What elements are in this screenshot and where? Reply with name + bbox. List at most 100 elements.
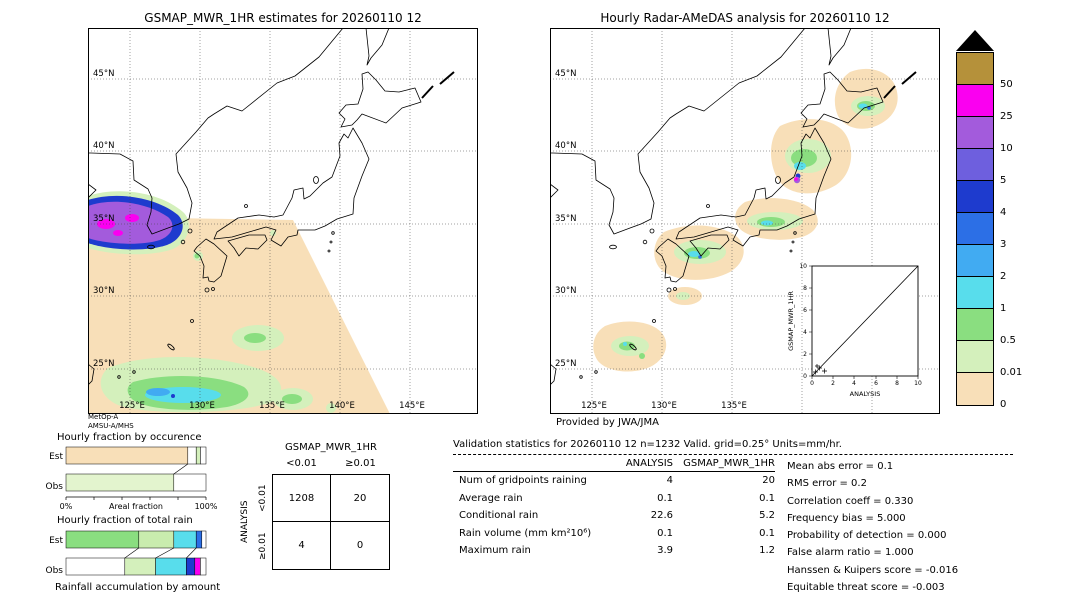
lon-label: 135°E: [721, 401, 747, 411]
validation-table: ANALYSIS GSMAP_MWR_1HR Num of gridpoints…: [453, 458, 775, 596]
colorbar-tick-label: 2: [1000, 271, 1007, 282]
inset-tick-labels: 0 2 4 6 8 10 0 2 4 6 8 10: [799, 263, 922, 387]
bar-segment: [173, 473, 207, 492]
bar-segment: [173, 530, 197, 549]
contingency-title: GSMAP_MWR_1HR: [285, 442, 377, 453]
bar-segment: [155, 557, 187, 576]
bar-segment: [201, 530, 207, 549]
validation-cell: 3.9: [657, 545, 673, 557]
total-rain-caption: Rainfall accumulation by amount: [55, 582, 221, 593]
row-label-obs: Obs: [46, 482, 64, 492]
rain-overlay: [88, 191, 336, 413]
svg-text:0: 0: [803, 373, 807, 380]
colorbar-tick-labels: 50 25 10 5 4 3 2 1 0.5 0.01 0: [1000, 52, 1044, 410]
validation-score-line: Mean abs error = 0.1: [787, 461, 894, 472]
lat-label: 45°N: [555, 69, 576, 79]
validation-row: Conditional rain 22.6 5.2: [453, 507, 775, 525]
row-label-obs: Obs: [46, 566, 64, 576]
contingency-row-label: ≥0.01: [258, 532, 268, 560]
category-connector: [186, 547, 197, 559]
validation-cell: 20: [762, 475, 775, 486]
lat-label: 35°N: [93, 214, 114, 224]
colorbar-tick-label: 3: [1000, 239, 1007, 250]
contingency-table: GSMAP_MWR_1HR <0.01 ≥0.01 ANALYSIS <0.01…: [238, 442, 408, 594]
total-rain-bar-chart: Est Obs: [46, 530, 207, 576]
svg-text:2: 2: [803, 351, 807, 358]
colorbar-tick-label: 0: [1000, 399, 1007, 410]
colorbar-tick-label: 10: [1000, 143, 1013, 154]
contingency-row-label: <0.01: [258, 484, 268, 512]
validation-table-header: ANALYSIS GSMAP_MWR_1HR: [453, 458, 775, 472]
contingency-cell: 4: [273, 522, 331, 569]
contingency-col-label: <0.01: [286, 458, 317, 469]
bar-segment: [65, 557, 126, 576]
lon-label: 135°E: [259, 401, 285, 411]
areal-fraction-axis: [65, 496, 207, 500]
bar-segment: [65, 473, 175, 492]
colorbar-block: [957, 117, 993, 149]
category-connector: [155, 547, 174, 559]
colorbar-tick-label: 0.5: [1000, 335, 1016, 346]
validation-cell: Conditional rain: [459, 510, 539, 522]
bar-segment: [195, 446, 201, 465]
svg-text:8: 8: [895, 380, 899, 387]
lat-label: 25°N: [93, 359, 114, 369]
colorbar-block: [957, 245, 993, 277]
bar-segment: [200, 557, 207, 576]
occurrence-bars: [65, 446, 207, 492]
column-header-analysis: ANALYSIS: [625, 458, 673, 469]
inset-xlabel: ANALYSIS: [850, 390, 881, 398]
bar-segment: [195, 530, 203, 549]
scatter-points: [813, 364, 827, 375]
validation-row: Maximum rain 3.9 1.2: [453, 542, 775, 560]
bar-segment: [187, 446, 197, 465]
validation-row: Average rain 0.1 0.1: [453, 490, 775, 508]
axis-max-label: 100%: [195, 502, 218, 510]
lon-label: 145°E: [399, 401, 425, 411]
bar-segment: [186, 557, 196, 576]
validation-score-line: Probability of detection = 0.000: [787, 530, 947, 542]
contingency-cell: 20: [331, 475, 389, 522]
lat-label: 45°N: [93, 69, 114, 79]
svg-text:4: 4: [803, 329, 807, 336]
colorbar-tick-label: 4: [1000, 207, 1007, 218]
validation-scores: Mean abs error = 0.1 RMS error = 0.2 Corre…: [787, 458, 1013, 596]
colorbar-block: [957, 181, 993, 213]
gsmap-estimate-map: 45°N 40°N 35°N 30°N 25°N 125°E 130°E 135…: [88, 28, 478, 414]
validation-cell: 22.6: [650, 510, 673, 522]
validation-panel: Validation statistics for 20260110 12 n=…: [453, 439, 1013, 596]
lon-label: 125°E: [119, 401, 145, 411]
colorbar-tick-label: 1: [1000, 303, 1007, 314]
validation-cell: Rain volume (mm km²10⁶): [459, 527, 592, 539]
contingency-cell: 1208: [273, 475, 331, 522]
sensor-label: MetOp-A AMSU-A/MHS: [88, 413, 134, 431]
lat-label: 30°N: [93, 286, 114, 296]
inset-scatter: 0 2 4 6 8 10 0 2 4 6 8 10 GSMAP_MWR_1HR …: [787, 263, 922, 398]
svg-text:6: 6: [874, 380, 878, 387]
lat-label: 25°N: [555, 359, 576, 369]
svg-text:10: 10: [799, 263, 807, 270]
validation-score-line: Correlation coeff = 0.330: [787, 495, 914, 507]
validation-cell: Average rain: [459, 492, 523, 504]
validation-cell: Num of gridpoints raining: [459, 475, 587, 486]
lon-label: 130°E: [189, 401, 215, 411]
svg-text:10: 10: [914, 380, 922, 387]
validation-score-line: Hanssen & Kuipers score = -0.016: [787, 564, 959, 576]
occurrence-bar-chart: Est Obs 0% Areal fraction 100%: [46, 446, 218, 510]
colorbar-block: [957, 85, 993, 117]
svg-text:0: 0: [810, 380, 814, 387]
right-map-title: Hourly Radar-AMeDAS analysis for 2026011…: [600, 11, 890, 25]
axis-title: Areal fraction: [109, 502, 163, 510]
validation-cell: 4: [666, 475, 673, 486]
axis-min-label: 0%: [60, 502, 73, 510]
validation-cell: Maximum rain: [459, 545, 531, 557]
bar-segment: [138, 530, 175, 549]
validation-cell: 0.1: [759, 527, 775, 539]
colorbar-overflow-triangle: [956, 30, 994, 51]
validation-cell: 1.2: [759, 545, 775, 557]
svg-text:2: 2: [831, 380, 835, 387]
bar-segment: [124, 557, 156, 576]
lat-label: 40°N: [555, 141, 576, 151]
lat-label: 35°N: [555, 214, 576, 224]
